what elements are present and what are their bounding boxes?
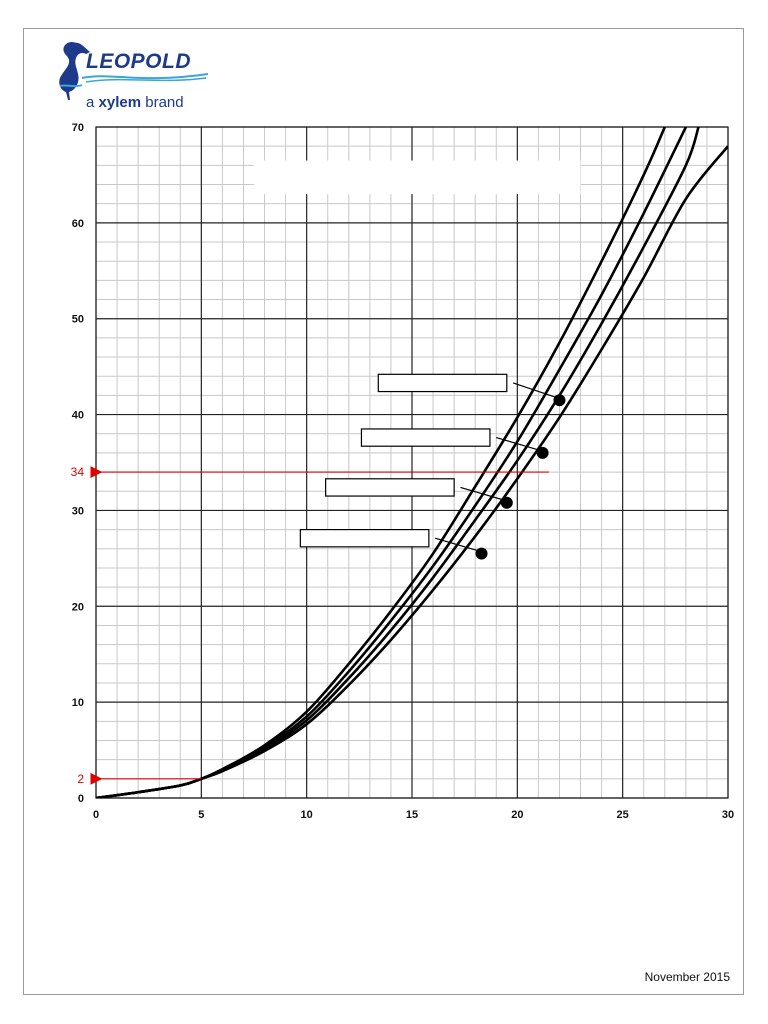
leader-line — [435, 537, 478, 552]
curve-label-box — [377, 373, 508, 393]
x-tick-label: 15 — [406, 809, 418, 821]
curve-label-box — [360, 428, 491, 447]
title-box — [254, 160, 581, 195]
wave-icon — [81, 73, 209, 83]
series-line-3 — [96, 127, 700, 798]
x-tick-label: 0 — [93, 809, 99, 821]
series-line-1 — [96, 127, 666, 798]
reference-label: 34 — [71, 465, 85, 479]
x-tick-label: 25 — [617, 809, 629, 821]
y-tick-label: 30 — [72, 505, 84, 517]
data-point — [500, 496, 513, 509]
brand-name: LEOPOLD — [86, 50, 192, 73]
brand-tagline: a xylem brand — [86, 94, 184, 111]
y-tick-label: 70 — [72, 122, 84, 134]
y-tick-label: 60 — [72, 218, 84, 230]
curve-label-box — [299, 528, 430, 548]
x-tick-label: 5 — [198, 809, 204, 821]
y-tick-label: 10 — [72, 697, 84, 709]
x-tick-label: 30 — [722, 809, 734, 821]
heron-icon — [59, 42, 90, 100]
brand-logo — [52, 38, 212, 118]
y-tick-label: 20 — [72, 601, 84, 613]
tagline-suffix: brand — [141, 94, 184, 111]
leader-line — [496, 437, 539, 451]
curve-label-box — [325, 478, 455, 497]
y-tick-label: 40 — [72, 410, 84, 422]
y-tick-label: 50 — [72, 314, 84, 326]
data-point — [475, 547, 488, 560]
tagline-xylem: xylem — [98, 94, 142, 111]
x-tick-label: 20 — [511, 809, 523, 821]
x-tick-label: 10 — [301, 809, 313, 821]
leader-line — [460, 486, 503, 501]
page-border — [23, 28, 744, 995]
data-point — [536, 446, 549, 459]
reference-label: 2 — [77, 772, 84, 786]
data-point — [553, 394, 566, 407]
footer-date: November 2015 — [644, 970, 730, 984]
tagline-prefix: a — [86, 94, 99, 111]
plot-frame — [95, 126, 729, 799]
y-tick-label: 0 — [78, 793, 84, 805]
leader-line — [512, 382, 556, 398]
